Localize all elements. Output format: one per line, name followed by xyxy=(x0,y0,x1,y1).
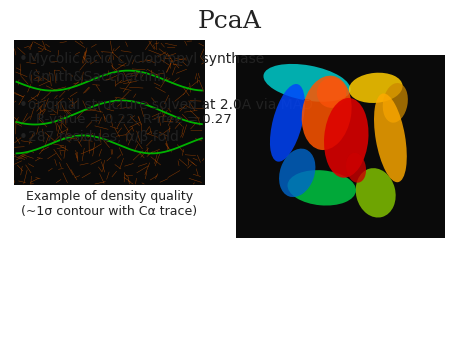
Ellipse shape xyxy=(270,84,305,162)
Text: Mycolic acid cyclopropyl synthase
(Smith&Sacchettini): Mycolic acid cyclopropyl synthase (Smith… xyxy=(28,52,265,84)
Text: •: • xyxy=(18,52,27,67)
Ellipse shape xyxy=(279,149,315,197)
Ellipse shape xyxy=(324,98,369,178)
Ellipse shape xyxy=(302,76,351,150)
Ellipse shape xyxy=(346,153,366,183)
Ellipse shape xyxy=(356,168,396,218)
Bar xyxy=(236,55,445,238)
Text: •: • xyxy=(18,98,27,113)
Ellipse shape xyxy=(349,73,403,103)
Text: PcaA: PcaA xyxy=(198,10,261,33)
Text: original structure solved at 2.0A via MAD: original structure solved at 2.0A via MA… xyxy=(28,98,313,112)
Ellipse shape xyxy=(383,83,408,123)
Text: R-value = 0.22, R-free = 0.27: R-value = 0.22, R-free = 0.27 xyxy=(36,113,232,126)
Bar xyxy=(14,40,205,185)
Ellipse shape xyxy=(288,170,356,206)
Ellipse shape xyxy=(263,64,351,102)
Ellipse shape xyxy=(374,93,407,182)
Ellipse shape xyxy=(317,78,346,108)
Text: 287 residues, α/β fold: 287 residues, α/β fold xyxy=(28,130,179,144)
Text: Example of density quality
(~1σ contour with Cα trace): Example of density quality (~1σ contour … xyxy=(21,190,197,218)
Text: •: • xyxy=(18,130,27,145)
